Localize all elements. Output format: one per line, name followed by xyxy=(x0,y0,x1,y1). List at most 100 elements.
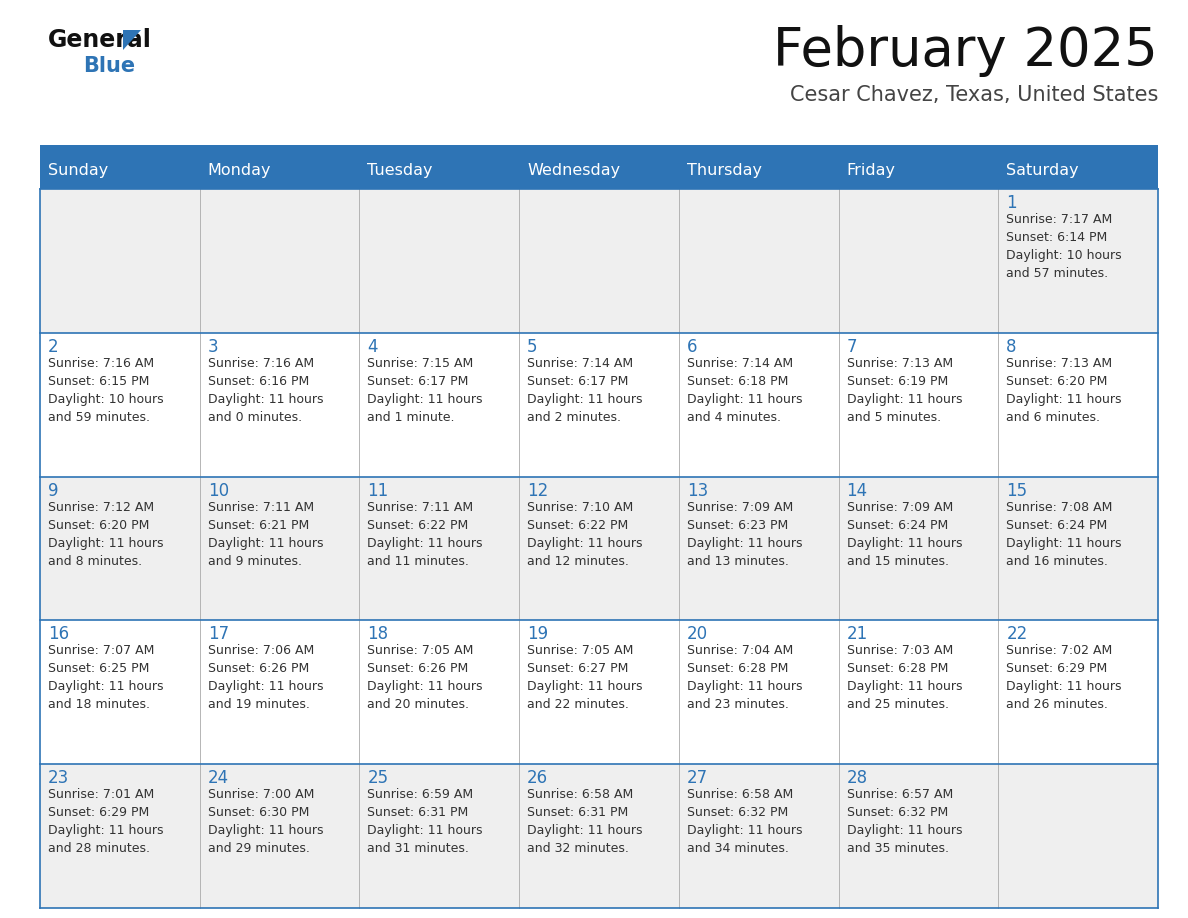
Text: Cesar Chavez, Texas, United States: Cesar Chavez, Texas, United States xyxy=(790,85,1158,105)
Text: and 31 minutes.: and 31 minutes. xyxy=(367,842,469,856)
Text: Daylight: 11 hours: Daylight: 11 hours xyxy=(367,393,484,406)
Text: and 6 minutes.: and 6 minutes. xyxy=(1006,410,1100,424)
Text: Daylight: 11 hours: Daylight: 11 hours xyxy=(847,393,962,406)
Text: Daylight: 11 hours: Daylight: 11 hours xyxy=(527,824,643,837)
Text: 16: 16 xyxy=(48,625,69,644)
Text: Sunset: 6:22 PM: Sunset: 6:22 PM xyxy=(367,519,469,532)
Text: and 12 minutes.: and 12 minutes. xyxy=(527,554,628,567)
Text: Sunset: 6:27 PM: Sunset: 6:27 PM xyxy=(527,663,628,676)
Bar xyxy=(360,476,519,621)
Bar xyxy=(40,621,200,764)
Text: 27: 27 xyxy=(687,769,708,788)
Text: 7: 7 xyxy=(847,338,857,356)
Text: and 18 minutes.: and 18 minutes. xyxy=(48,699,150,711)
Text: Sunset: 6:21 PM: Sunset: 6:21 PM xyxy=(208,519,309,532)
Text: Sunset: 6:20 PM: Sunset: 6:20 PM xyxy=(48,519,150,532)
Bar xyxy=(40,145,1158,151)
Text: Sunset: 6:19 PM: Sunset: 6:19 PM xyxy=(847,375,948,387)
Text: Sunset: 6:32 PM: Sunset: 6:32 PM xyxy=(847,806,948,819)
Text: Sunset: 6:29 PM: Sunset: 6:29 PM xyxy=(48,806,150,819)
Text: 23: 23 xyxy=(48,769,69,788)
Text: Daylight: 11 hours: Daylight: 11 hours xyxy=(367,537,484,550)
Bar xyxy=(200,476,360,621)
Bar xyxy=(40,189,200,333)
Text: Sunset: 6:25 PM: Sunset: 6:25 PM xyxy=(48,663,150,676)
Bar xyxy=(839,476,998,621)
Text: and 11 minutes.: and 11 minutes. xyxy=(367,554,469,567)
Bar xyxy=(519,764,678,908)
Text: Sunrise: 7:16 AM: Sunrise: 7:16 AM xyxy=(48,357,154,370)
Text: and 29 minutes.: and 29 minutes. xyxy=(208,842,310,856)
Text: 18: 18 xyxy=(367,625,388,644)
Text: Daylight: 11 hours: Daylight: 11 hours xyxy=(48,824,164,837)
Bar xyxy=(998,476,1158,621)
Text: 17: 17 xyxy=(208,625,229,644)
Text: 13: 13 xyxy=(687,482,708,499)
Text: Sunrise: 6:59 AM: Sunrise: 6:59 AM xyxy=(367,789,474,801)
Text: 28: 28 xyxy=(847,769,867,788)
Text: Daylight: 11 hours: Daylight: 11 hours xyxy=(527,537,643,550)
Text: Daylight: 11 hours: Daylight: 11 hours xyxy=(208,537,323,550)
Text: Sunrise: 7:02 AM: Sunrise: 7:02 AM xyxy=(1006,644,1112,657)
Bar xyxy=(519,621,678,764)
Text: and 15 minutes.: and 15 minutes. xyxy=(847,554,948,567)
Text: Sunrise: 7:05 AM: Sunrise: 7:05 AM xyxy=(527,644,633,657)
Text: and 20 minutes.: and 20 minutes. xyxy=(367,699,469,711)
Text: Daylight: 11 hours: Daylight: 11 hours xyxy=(847,537,962,550)
Text: 6: 6 xyxy=(687,338,697,356)
Text: Sunrise: 6:58 AM: Sunrise: 6:58 AM xyxy=(527,789,633,801)
Bar xyxy=(839,151,998,189)
Text: 11: 11 xyxy=(367,482,388,499)
Bar xyxy=(839,189,998,333)
Text: Sunset: 6:28 PM: Sunset: 6:28 PM xyxy=(687,663,788,676)
Text: 20: 20 xyxy=(687,625,708,644)
Text: Sunrise: 7:05 AM: Sunrise: 7:05 AM xyxy=(367,644,474,657)
Text: and 34 minutes.: and 34 minutes. xyxy=(687,842,789,856)
Text: Sunset: 6:26 PM: Sunset: 6:26 PM xyxy=(208,663,309,676)
Text: Sunrise: 7:11 AM: Sunrise: 7:11 AM xyxy=(367,500,474,513)
Bar xyxy=(519,189,678,333)
Text: Sunset: 6:29 PM: Sunset: 6:29 PM xyxy=(1006,663,1107,676)
Text: Sunrise: 7:10 AM: Sunrise: 7:10 AM xyxy=(527,500,633,513)
Bar xyxy=(998,621,1158,764)
Bar xyxy=(200,151,360,189)
Text: Sunrise: 7:09 AM: Sunrise: 7:09 AM xyxy=(687,500,794,513)
Text: Daylight: 11 hours: Daylight: 11 hours xyxy=(367,824,484,837)
Bar xyxy=(839,333,998,476)
Text: and 19 minutes.: and 19 minutes. xyxy=(208,699,310,711)
Text: Daylight: 11 hours: Daylight: 11 hours xyxy=(527,393,643,406)
Text: Sunrise: 7:06 AM: Sunrise: 7:06 AM xyxy=(208,644,314,657)
Text: Sunset: 6:16 PM: Sunset: 6:16 PM xyxy=(208,375,309,387)
Text: and 5 minutes.: and 5 minutes. xyxy=(847,410,941,424)
Text: and 8 minutes.: and 8 minutes. xyxy=(48,554,143,567)
Text: Sunset: 6:15 PM: Sunset: 6:15 PM xyxy=(48,375,150,387)
Text: and 2 minutes.: and 2 minutes. xyxy=(527,410,621,424)
Bar xyxy=(839,764,998,908)
Bar xyxy=(678,189,839,333)
Text: 1: 1 xyxy=(1006,194,1017,212)
Bar xyxy=(40,151,200,189)
Text: 19: 19 xyxy=(527,625,549,644)
Text: 3: 3 xyxy=(208,338,219,356)
Text: Daylight: 11 hours: Daylight: 11 hours xyxy=(687,537,802,550)
Text: and 23 minutes.: and 23 minutes. xyxy=(687,699,789,711)
Text: and 25 minutes.: and 25 minutes. xyxy=(847,699,948,711)
Bar xyxy=(998,151,1158,189)
Text: February 2025: February 2025 xyxy=(773,25,1158,77)
Bar xyxy=(998,333,1158,476)
Bar xyxy=(40,476,200,621)
Text: Sunset: 6:17 PM: Sunset: 6:17 PM xyxy=(527,375,628,387)
Text: and 16 minutes.: and 16 minutes. xyxy=(1006,554,1108,567)
Text: and 22 minutes.: and 22 minutes. xyxy=(527,699,628,711)
Text: 10: 10 xyxy=(208,482,229,499)
Text: Daylight: 11 hours: Daylight: 11 hours xyxy=(48,537,164,550)
Text: 14: 14 xyxy=(847,482,867,499)
Text: Sunrise: 6:58 AM: Sunrise: 6:58 AM xyxy=(687,789,794,801)
Text: Sunset: 6:31 PM: Sunset: 6:31 PM xyxy=(367,806,469,819)
Text: Daylight: 11 hours: Daylight: 11 hours xyxy=(208,393,323,406)
Text: and 35 minutes.: and 35 minutes. xyxy=(847,842,948,856)
Bar xyxy=(678,621,839,764)
Text: and 0 minutes.: and 0 minutes. xyxy=(208,410,302,424)
Text: and 57 minutes.: and 57 minutes. xyxy=(1006,267,1108,280)
Bar xyxy=(200,333,360,476)
